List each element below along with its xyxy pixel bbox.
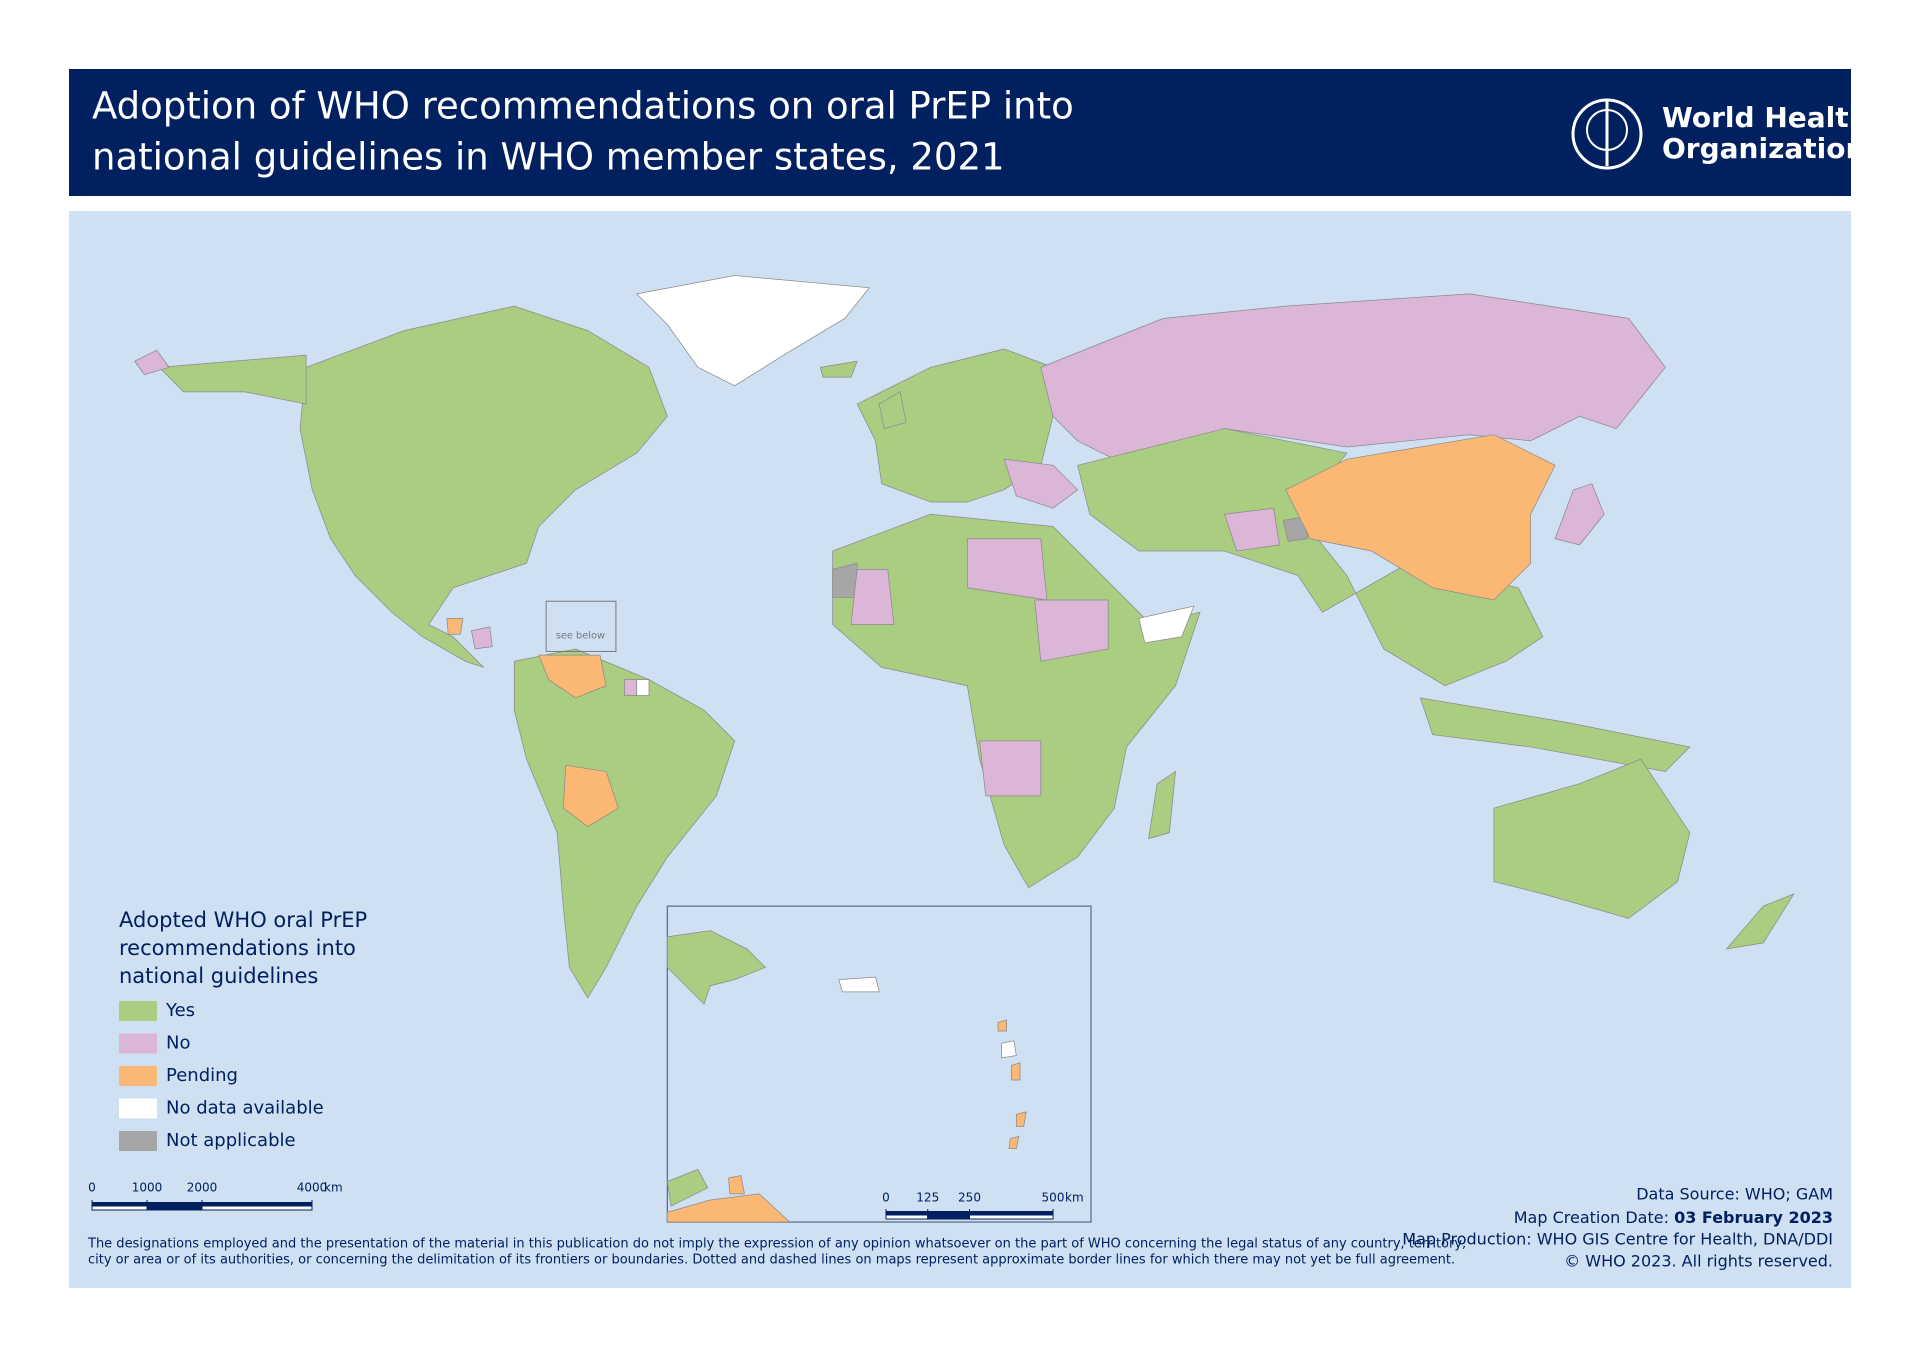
- region: [832, 562, 858, 598]
- disclaimer: The designations employed and the presen…: [87, 1237, 1466, 1252]
- region: [471, 626, 493, 650]
- legend-label: Yes: [165, 1000, 195, 1021]
- creation-value: 03 February 2023: [1674, 1208, 1833, 1227]
- region: [1148, 770, 1176, 840]
- region: [635, 275, 871, 387]
- scale-tick-label: 0: [882, 1191, 890, 1205]
- legend-title: Adopted WHO oral PrEP: [119, 908, 367, 932]
- scale-segment: [969, 1211, 1053, 1215]
- scale-tick-label: 4000: [297, 1181, 328, 1195]
- region: [624, 679, 638, 696]
- region: [1008, 1135, 1020, 1149]
- region: [666, 1193, 791, 1223]
- who-logo: World Health Organization: [1571, 98, 1869, 170]
- creation-date: Map Creation Date: 03 February 2023: [1514, 1208, 1833, 1227]
- legend-label: No: [166, 1033, 190, 1054]
- scale-segment: [927, 1214, 970, 1220]
- scale-unit: km: [324, 1181, 343, 1195]
- scale-tick-label: 1000: [132, 1181, 163, 1195]
- scale-segment: [885, 1214, 929, 1220]
- region: [1015, 1111, 1027, 1127]
- region: [1001, 1040, 1017, 1059]
- title-line: Adoption of WHO recommendations on oral …: [92, 85, 1074, 128]
- region: [1554, 483, 1605, 546]
- scale-segment: [886, 1211, 928, 1215]
- region: [562, 764, 619, 827]
- scale-tick-label: 250: [958, 1191, 981, 1205]
- region: [666, 930, 766, 1005]
- scale-segment: [969, 1214, 1054, 1220]
- inset-map: [666, 905, 1092, 1223]
- scale-segment: [146, 1205, 203, 1211]
- legend-label: Pending: [166, 1065, 238, 1086]
- scale-segment: [927, 1211, 970, 1215]
- region: [1282, 516, 1309, 542]
- scale-segment: [147, 1202, 202, 1206]
- legend-label: No data available: [166, 1098, 324, 1119]
- region: [446, 618, 464, 635]
- legend: Adopted WHO oral PrEP recommendations in…: [119, 908, 367, 1151]
- copyright: © WHO 2023. All rights reserved.: [1564, 1252, 1833, 1271]
- production: Map Production: WHO GIS Centre for Healt…: [1402, 1230, 1833, 1249]
- region: [1419, 697, 1691, 772]
- scale-bar: 0 125 250 500 km: [882, 1191, 1084, 1220]
- region: [1034, 599, 1109, 662]
- creation-label: Map Creation Date:: [1514, 1208, 1669, 1227]
- region: [1493, 758, 1691, 919]
- region: [819, 360, 858, 378]
- region: [838, 976, 880, 993]
- legend-swatch: [119, 1131, 157, 1151]
- region: [1011, 1062, 1021, 1081]
- region: [1040, 293, 1666, 466]
- scale-tick-label: 0: [88, 1181, 96, 1195]
- region: [538, 654, 607, 699]
- inset-locator-label: see below: [556, 631, 605, 642]
- disclaimer: city or area or of its authorities, or c…: [88, 1253, 1455, 1268]
- region: [1138, 605, 1195, 644]
- scale-segment: [92, 1202, 147, 1206]
- inset-locator: [545, 600, 617, 652]
- scale-segment: [202, 1202, 312, 1206]
- region: [1725, 893, 1795, 950]
- legend-swatch: [119, 1033, 157, 1054]
- scale-segment: [91, 1205, 148, 1211]
- legend-label: Not applicable: [166, 1130, 296, 1151]
- legend-title: recommendations into: [119, 936, 356, 960]
- scale-segment: [201, 1205, 313, 1211]
- region: [997, 1019, 1007, 1032]
- scale-tick-label: 500: [1042, 1191, 1065, 1205]
- legend-swatch: [119, 1098, 157, 1119]
- region: [728, 1175, 745, 1195]
- region: [636, 679, 650, 696]
- title-line: national guidelines in WHO member states…: [92, 136, 1005, 179]
- region: [666, 1168, 709, 1207]
- data-source: Data Source: WHO; GAM: [1636, 1185, 1833, 1204]
- legend-title: national guidelines: [119, 964, 318, 988]
- region: [513, 648, 736, 999]
- logo-text: World Health: [1662, 101, 1869, 134]
- header-bar: [69, 69, 1851, 196]
- region: [299, 305, 668, 668]
- region: [878, 391, 907, 430]
- scale-unit: km: [1065, 1191, 1084, 1205]
- region: [1003, 458, 1079, 509]
- region: [1285, 434, 1556, 601]
- legend-swatch: [119, 1001, 157, 1021]
- logo-text: Organization: [1662, 132, 1865, 165]
- legend-swatch: [119, 1066, 157, 1086]
- world-map: see below: [134, 275, 1795, 1223]
- scale-tick-label: 2000: [187, 1181, 218, 1195]
- region: [850, 569, 895, 625]
- scale-tick-label: 125: [916, 1191, 939, 1205]
- region: [134, 349, 170, 376]
- region: [979, 740, 1042, 797]
- region: [158, 354, 307, 405]
- region: [1224, 507, 1281, 552]
